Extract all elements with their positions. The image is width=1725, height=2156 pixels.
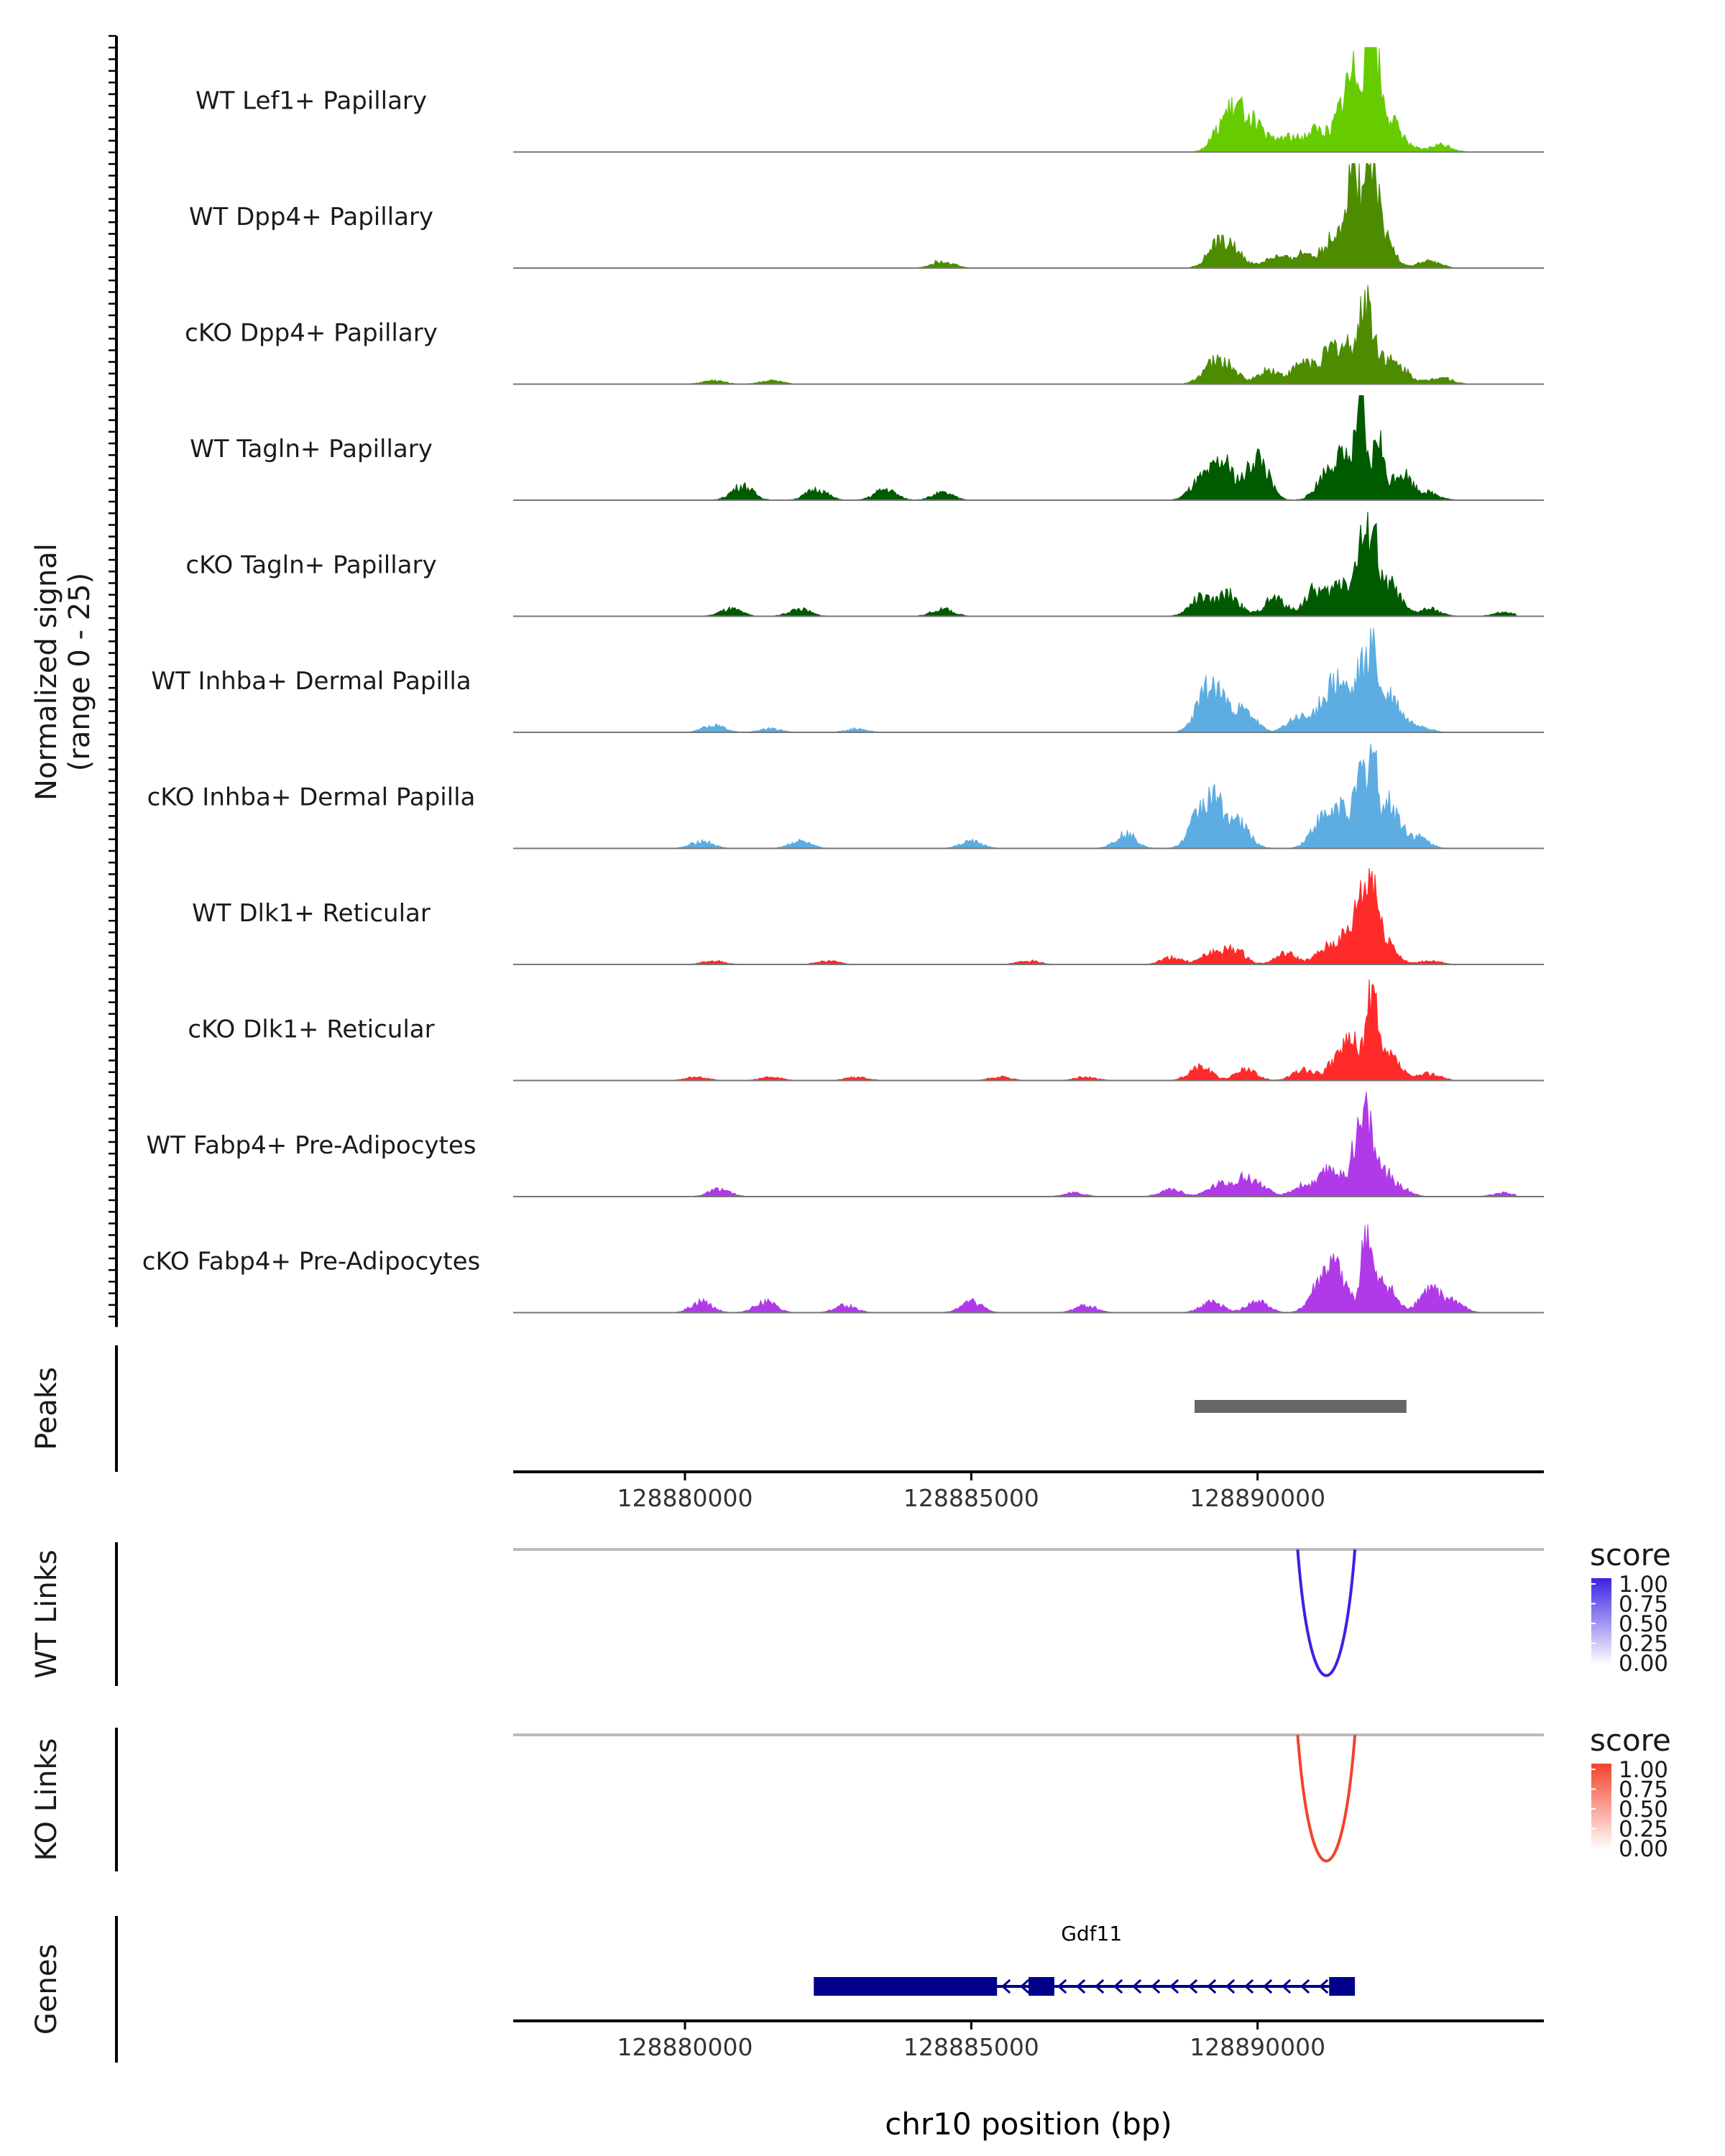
peaks-track-label: Peaks: [30, 1367, 63, 1450]
link-arc: [1296, 1734, 1357, 1863]
track-label: WT Lef1+ Papillary: [196, 87, 427, 116]
peak-region: [1195, 1400, 1407, 1413]
track-label: cKO Inhba+ Dermal Papilla: [147, 783, 476, 812]
coverage-track: cKO Tagln+ Papillary: [185, 511, 1544, 617]
coverage-track: WT Dpp4+ Papillary: [189, 162, 1544, 269]
legend-tick-label: 0.50: [1619, 1611, 1668, 1637]
strand-arrow: [1262, 1978, 1273, 1994]
track-label: cKO Dpp4+ Papillary: [185, 319, 438, 348]
genes-x-axis: 128880000 128885000 128890000: [513, 2019, 1544, 2061]
track-label: WT Tagln+ Papillary: [190, 435, 433, 464]
legend-tick-label: 0.25: [1619, 1631, 1668, 1657]
gene-exon: [1029, 1977, 1054, 1996]
gene-exon: [1329, 1977, 1356, 1996]
peaks-track: Peaks: [30, 1345, 1407, 1472]
legend-tick-label: 0.00: [1619, 1836, 1668, 1862]
coverage-area: [513, 979, 1544, 1081]
strand-arrow: [1131, 1978, 1142, 1994]
legend-colorbar: [1591, 1578, 1611, 1664]
coverage-track: cKO Inhba+ Dermal Papilla: [147, 743, 1544, 849]
link-track-label: KO Links: [30, 1738, 63, 1861]
coverage-y-axis-label-line1: Normalized signal: [30, 543, 63, 801]
legend-tick-label: 0.75: [1619, 1592, 1668, 1618]
strand-arrow: [1113, 1978, 1123, 1994]
track-label: cKO Tagln+ Papillary: [185, 551, 436, 580]
coverage-area: [513, 395, 1544, 501]
link-track-label: WT Links: [30, 1549, 63, 1678]
legend-tick-label: 0.25: [1619, 1817, 1668, 1843]
track-label: WT Dlk1+ Reticular: [192, 899, 431, 928]
x-axis-top-tick-label: 128890000: [1190, 1484, 1325, 1512]
coverage-area: [513, 162, 1544, 269]
strand-arrow: [1169, 1978, 1179, 1994]
strand-arrow: [1243, 1978, 1254, 1994]
coverage-area: [513, 868, 1544, 965]
legend-tick-label: 0.50: [1619, 1797, 1668, 1823]
x-axis-top-tick-label: 128885000: [903, 1484, 1039, 1512]
legend-tick-label: 0.75: [1619, 1777, 1668, 1803]
gene-track-label: Genes: [30, 1944, 63, 2035]
coverage-area: [513, 743, 1544, 849]
gene-exon: [814, 1977, 998, 1996]
x-axis-bottom-tick-label: 128880000: [617, 2033, 753, 2061]
coverage-area: [513, 627, 1544, 733]
coverage-track: cKO Fabp4+ Pre-Adipocytes: [142, 1224, 1544, 1314]
legend-title: score: [1590, 1723, 1671, 1758]
coverage-tracks: WT Lef1+ Papillary WT Dpp4+ Papillary cKO …: [142, 47, 1544, 1314]
legend-tick-label: 1.00: [1619, 1757, 1668, 1783]
coverage-y-axis: [109, 34, 118, 1327]
x-axis-bottom-tick-label: 128890000: [1190, 2033, 1325, 2061]
coverage-track: cKO Dpp4+ Papillary: [185, 285, 1544, 385]
coverage-track: WT Fabp4+ Pre-Adipocytes: [147, 1092, 1544, 1197]
x-axis-top-tick-label: 128880000: [617, 1484, 753, 1512]
strand-arrow: [1150, 1978, 1161, 1994]
legend-tick-label: 1.00: [1619, 1572, 1668, 1598]
strand-arrow: [1300, 1978, 1310, 1994]
strand-arrow: [1318, 1978, 1329, 1994]
track-label: cKO Dlk1+ Reticular: [188, 1015, 434, 1044]
coverage-track: WT Tagln+ Papillary: [190, 395, 1544, 501]
track-label: WT Dpp4+ Papillary: [189, 203, 433, 231]
track-label: cKO Fabp4+ Pre-Adipocytes: [142, 1248, 481, 1276]
strand-arrow: [1094, 1978, 1105, 1994]
legend-title: score: [1590, 1537, 1671, 1572]
strand-arrow: [1057, 1978, 1067, 1994]
strand-arrow: [1019, 1978, 1030, 1994]
legend-colorbar: [1591, 1764, 1611, 1850]
x-axis-title: chr10 position (bp): [885, 2106, 1172, 2142]
coverage-y-axis-label: Normalized signal (range 0 - 25): [30, 543, 96, 801]
gene-name: Gdf11: [1061, 1922, 1122, 1945]
coverage-area: [513, 1092, 1544, 1197]
peaks-x-axis: 128880000 128885000 128890000: [513, 1470, 1544, 1512]
strand-arrow: [1206, 1978, 1217, 1994]
x-axis-bottom-tick-label: 128885000: [903, 2033, 1039, 2061]
link-arc: [1296, 1549, 1357, 1677]
coverage-track: WT Lef1+ Papillary: [196, 47, 1544, 153]
gene-track: Genes Gdf11: [30, 1916, 1356, 2063]
strand-arrow: [1187, 1978, 1198, 1994]
track-label: WT Fabp4+ Pre-Adipocytes: [147, 1131, 477, 1160]
track-label: WT Inhba+ Dermal Papilla: [151, 667, 471, 696]
strand-arrow: [1075, 1978, 1086, 1994]
coverage-area: [513, 47, 1544, 152]
strand-arrow: [1281, 1978, 1292, 1994]
coverage-track: cKO Dlk1+ Reticular: [188, 979, 1544, 1082]
coverage-y-axis-label-line2: (range 0 - 25): [63, 573, 96, 771]
coverage-area: [513, 511, 1544, 617]
legend-tick-label: 0.00: [1619, 1651, 1668, 1677]
strand-arrow: [1225, 1978, 1236, 1994]
coverage-area: [513, 1224, 1544, 1314]
coverage-track: WT Dlk1+ Reticular: [192, 868, 1544, 965]
strand-arrow: [1000, 1978, 1011, 1994]
coverage-area: [513, 285, 1544, 384]
coverage-track: WT Inhba+ Dermal Papilla: [151, 627, 1544, 733]
